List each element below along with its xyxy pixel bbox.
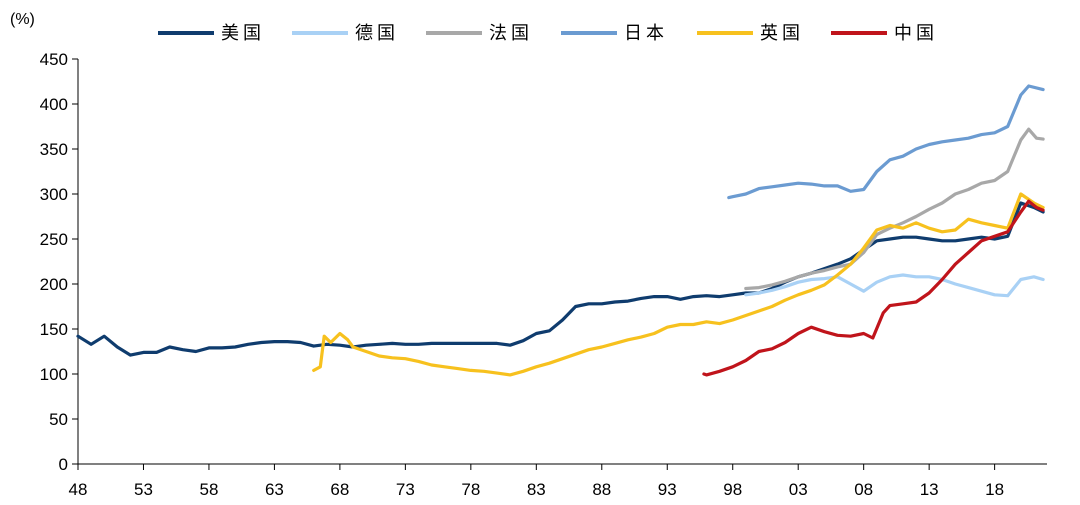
legend: 美国 德国 法国 日本 英国 中国 [158,23,938,44]
legend-label-0: 美国 [221,23,265,44]
y-tick-label: 350 [40,140,68,159]
legend-label-5: 中国 [894,23,938,44]
series-line-2 [744,127,1045,291]
legend-label-3: 日本 [624,23,668,44]
y-tick-label: 250 [40,230,68,249]
x-tick-label: 18 [985,480,1004,499]
y-tick-label: 0 [59,455,68,474]
series-line-0 [76,201,1045,357]
y-axis: 0 50 100 150 200 250 300 350 400 450 [40,50,79,474]
x-tick-label: 58 [199,480,218,499]
y-tick-label: 200 [40,275,68,294]
legend-label-4: 英国 [760,23,804,44]
x-tick-label: 88 [592,480,611,499]
x-tick-label: 63 [265,480,284,499]
series-line-4 [312,192,1045,377]
x-tick-label: 13 [920,480,939,499]
x-tick-label: 78 [461,480,480,499]
y-tick-label: 450 [40,50,68,69]
x-tick-label: 93 [658,480,677,499]
x-tick-label: 48 [69,480,88,499]
y-tick-label: 300 [40,185,68,204]
series-layer [76,84,1045,377]
series-line-3 [727,84,1045,200]
series-line-5 [702,199,1045,377]
legend-label-2: 法国 [489,23,533,44]
x-tick-label: 68 [330,480,349,499]
x-axis: 48 53 58 63 68 73 78 83 88 93 98 03 08 13 18 [69,463,1047,499]
x-tick-label: 73 [396,480,415,499]
y-tick-label: 100 [40,365,68,384]
y-tick-label: 50 [49,410,68,429]
y-tick-label: 400 [40,95,68,114]
x-tick-label: 53 [134,480,153,499]
series-line-1 [744,273,1045,298]
x-tick-label: 83 [527,480,546,499]
y-tick-label: 150 [40,320,68,339]
legend-label-1: 德国 [355,23,399,44]
x-tick-label: 08 [854,480,873,499]
x-tick-label: 03 [789,480,808,499]
x-tick-label: 98 [723,480,742,499]
y-axis-unit-label: (%) [10,11,35,28]
